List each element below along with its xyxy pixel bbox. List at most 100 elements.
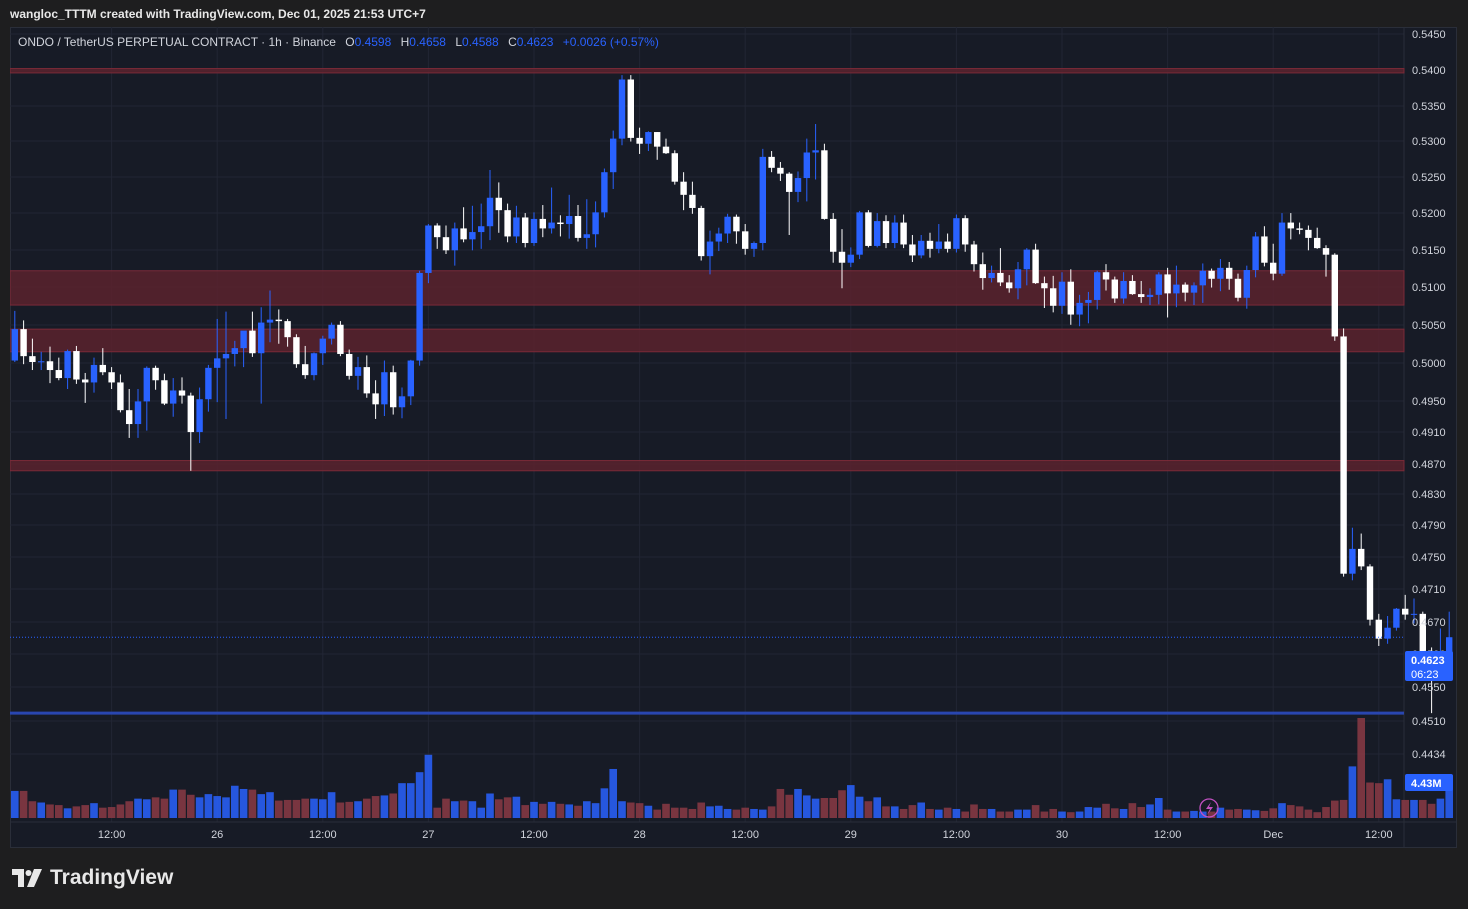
chart-frame[interactable] [10,27,1457,848]
candle [1278,213,1286,276]
candle [1419,611,1426,657]
candle [275,309,282,344]
lightning-icon[interactable] [1199,798,1219,818]
candle-body [99,364,106,373]
candle [1366,564,1374,626]
volume-bar [811,798,820,818]
candle-body [618,79,626,139]
candle-body [90,364,98,383]
candle [108,367,115,390]
time-axis[interactable]: 12:00 26 12:00 27 12:00 28 12:00 29 12:00 30 12:00… [98,829,1457,841]
volume-bar [477,807,485,818]
candle [1375,613,1382,646]
volume-bar [442,798,450,818]
candle [38,351,45,371]
symbol-legend[interactable]: ONDO / TetherUS PERPETUAL CONTRACT · 1h … [18,35,659,49]
volume-bar [327,792,336,818]
header-title: wangloc_TTTM created with TradingView.co… [10,7,426,21]
volume-bar [671,807,679,818]
volume-bar [1181,811,1189,818]
volume-bar [838,790,846,818]
candle [90,357,98,393]
candle-body [786,173,793,192]
candle [724,213,731,244]
volume-bar [820,798,829,818]
candle [284,318,291,347]
price-tick-label: 0.4550 [1412,682,1446,694]
volume-bar [195,797,204,818]
candle-body [1102,272,1110,280]
candle-body [900,222,907,245]
candle-body [495,197,502,211]
legend-symbol[interactable]: ONDO / TetherUS PERPETUAL CONTRACT · 1h … [18,35,336,49]
candle-body [451,228,458,251]
candle-body [1217,267,1224,279]
volume-bar [855,796,864,818]
price-axis[interactable]: 0.5450 0.5400 0.5350 0.5300 0.5250 0.5200 0.51… [1412,29,1446,761]
candle-body [979,264,986,279]
volume-bar [81,805,89,818]
candle-body [689,194,696,208]
price-tick-label: 0.5450 [1412,29,1446,41]
volume-bar [996,811,1005,818]
candle [803,138,810,202]
candle-body [1120,280,1127,299]
volume-bar [134,798,142,818]
chart-canvas[interactable]: 0.5450 0.5400 0.5350 0.5300 0.5250 0.5200 0.51… [10,27,1457,848]
candle-body [1305,229,1312,238]
volume-bar [1287,805,1295,818]
volume-bar [1216,807,1225,818]
volume-bar [1375,783,1383,818]
candle [398,387,406,419]
volume-bar [591,803,600,818]
candle-body [1155,274,1162,295]
tradingview-logo-icon [12,869,42,887]
legend-close-label: C [508,35,517,49]
candle-body [1058,281,1066,306]
volume-bar [926,808,934,818]
axis-badges: 0.4623 06:23 4.43M [1199,651,1453,818]
candle-body [328,324,335,339]
candle [900,214,907,249]
candle [1023,248,1030,286]
price-tick-label: 0.4790 [1412,520,1446,532]
candle-body [601,172,608,213]
volume-bar [55,805,63,818]
candle [143,366,150,431]
volume-bar [1014,809,1022,818]
candle [574,205,582,242]
time-tick-label: 12:00 [943,829,971,841]
candle [1296,222,1303,235]
candle [1340,328,1347,577]
candle-body [671,153,678,182]
candle-body [970,244,978,265]
volume-bar [847,785,855,818]
candle [548,187,555,234]
resistance-zones [10,68,1405,472]
candle [733,214,740,244]
candle-body [768,156,775,168]
candle [64,349,71,390]
candle-body [821,150,828,219]
volume-bar [37,802,45,818]
volume-bar [1392,799,1401,818]
volume-bar [213,796,221,818]
candle-body [478,226,485,233]
candle [1111,276,1118,303]
candle [1190,282,1198,306]
volume-bar [1207,811,1216,818]
volume-bar [600,788,609,818]
candle [1234,273,1242,302]
volume-bar [706,806,714,818]
candle-body [354,367,362,376]
candle-body [275,319,282,322]
candle [610,130,617,189]
volume-bar [486,793,494,818]
candle [293,334,300,368]
candle-body [1410,613,1418,615]
tradingview-logo[interactable]: TradingView [12,866,173,890]
volume-bar [1234,808,1242,818]
candle-body [20,329,27,357]
volume-bar [521,805,529,818]
volume-bar [1102,803,1110,818]
